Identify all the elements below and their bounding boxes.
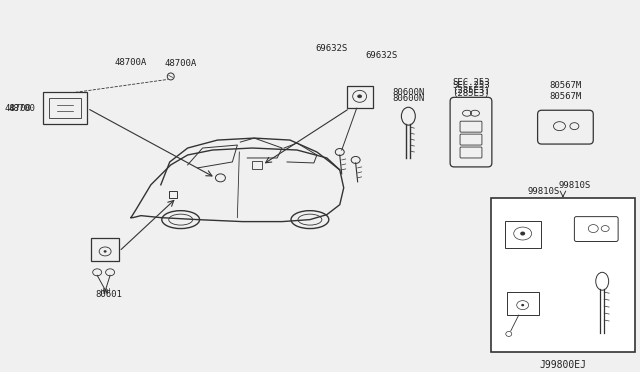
- Text: 69632S: 69632S: [365, 51, 397, 60]
- Text: SEC.253: SEC.253: [452, 78, 490, 87]
- Bar: [505, 221, 541, 248]
- Text: 69632S: 69632S: [316, 44, 348, 53]
- Bar: [491, 198, 635, 352]
- Text: 48700A: 48700A: [164, 59, 197, 68]
- Bar: [92, 237, 119, 262]
- Ellipse shape: [521, 304, 524, 307]
- Bar: [347, 86, 372, 108]
- Text: (285E3): (285E3): [452, 89, 490, 98]
- Text: 80600N: 80600N: [392, 94, 424, 103]
- Bar: [44, 92, 87, 124]
- Text: 48700: 48700: [9, 104, 36, 113]
- Text: 80567M: 80567M: [549, 92, 582, 101]
- Bar: [252, 161, 262, 169]
- Ellipse shape: [520, 231, 525, 235]
- Ellipse shape: [358, 95, 362, 98]
- Text: 48700A: 48700A: [115, 58, 147, 67]
- Text: 48700: 48700: [4, 104, 31, 113]
- Text: J99800EJ: J99800EJ: [540, 360, 586, 370]
- Text: SEC.253: SEC.253: [452, 81, 490, 90]
- Text: 99810S: 99810S: [527, 187, 560, 196]
- Text: 80567M: 80567M: [549, 81, 582, 90]
- Text: 80600N: 80600N: [392, 88, 424, 97]
- Bar: [507, 292, 539, 315]
- Text: (285E3): (285E3): [452, 86, 490, 95]
- Ellipse shape: [104, 250, 107, 253]
- Text: 99810S: 99810S: [559, 181, 591, 190]
- Bar: [49, 98, 81, 118]
- Text: 80601: 80601: [95, 290, 122, 299]
- Bar: [169, 191, 177, 198]
